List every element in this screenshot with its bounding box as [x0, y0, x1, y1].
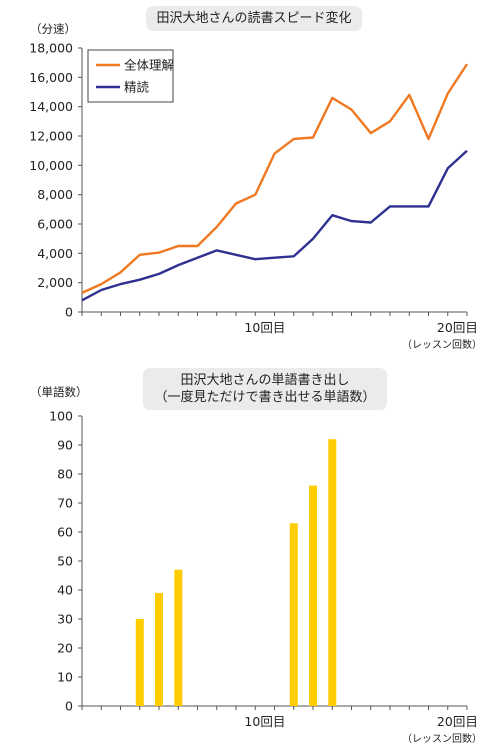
words-y-tick-label: 60: [57, 525, 73, 540]
speed-y-tick-label: 4,000: [37, 246, 73, 261]
chart2-title-line1: 田沢大地さんの単語書き出し: [180, 373, 350, 388]
bar: [328, 439, 337, 706]
words-y-tick-label: 100: [49, 409, 73, 424]
series-line-close-reading: [81, 149, 468, 302]
bar: [289, 523, 298, 706]
speed-y-axis-label: （分速）: [30, 22, 76, 36]
legend-label: 全体理解: [124, 58, 174, 73]
speed-y-tick-label: 14,000: [29, 99, 73, 114]
words-x-tick-label: 20回目: [437, 714, 478, 729]
speed-y-tick-label: 6,000: [37, 217, 73, 232]
speed-x-tick-label: 10回目: [244, 320, 285, 335]
speed-x-axis-label: （レッスン回数）: [402, 338, 482, 351]
words-y-tick-label: 40: [57, 583, 73, 598]
bar: [135, 619, 144, 706]
chart2-title: 田沢大地さんの単語書き出し （一度見ただけで書き出せる単語数）: [143, 368, 387, 410]
legend-box: [87, 49, 174, 103]
speed-y-tick-label: 12,000: [29, 129, 73, 144]
chart1-title: 田沢大地さんの読書スピード変化: [146, 6, 362, 31]
speed-y-tick-label: 2,000: [37, 275, 73, 290]
speed-y-tick-label: 18,000: [29, 41, 73, 56]
words-y-tick-label: 80: [57, 467, 73, 482]
words-x-axis-label: （レッスン回数）: [402, 732, 482, 745]
speed-y-tick-label: 16,000: [29, 70, 73, 85]
words-y-tick-label: 50: [57, 554, 73, 569]
words-y-axis-label: （単語数）: [30, 385, 88, 399]
words-y-tick-label: 70: [57, 496, 73, 511]
reading-speed-chart: 0 2,000 4,000 6,000 8,000 10,000 12,000 14,000 1…: [29, 22, 482, 351]
bar: [174, 569, 183, 706]
words-x-tick-label: 10回目: [244, 714, 285, 729]
chart2-title-line2: （一度見ただけで書き出せる単語数）: [154, 390, 376, 405]
bar: [155, 592, 163, 706]
speed-y-tick-label: 0: [65, 305, 73, 320]
words-y-tick-label: 30: [57, 612, 73, 627]
words-y-tick-label: 0: [65, 699, 73, 714]
legend-label: 精読: [124, 80, 150, 95]
speed-x-tick-label: 20回目: [437, 320, 478, 335]
bar: [309, 485, 317, 706]
speed-y-tick-label: 10,000: [29, 158, 73, 173]
words-y-tick-label: 90: [57, 438, 73, 453]
speed-y-tick-label: 8,000: [37, 187, 73, 202]
words-y-tick-label: 10: [57, 670, 73, 685]
series-line-overall-comprehension: [81, 63, 469, 294]
words-y-tick-label: 20: [57, 641, 73, 656]
